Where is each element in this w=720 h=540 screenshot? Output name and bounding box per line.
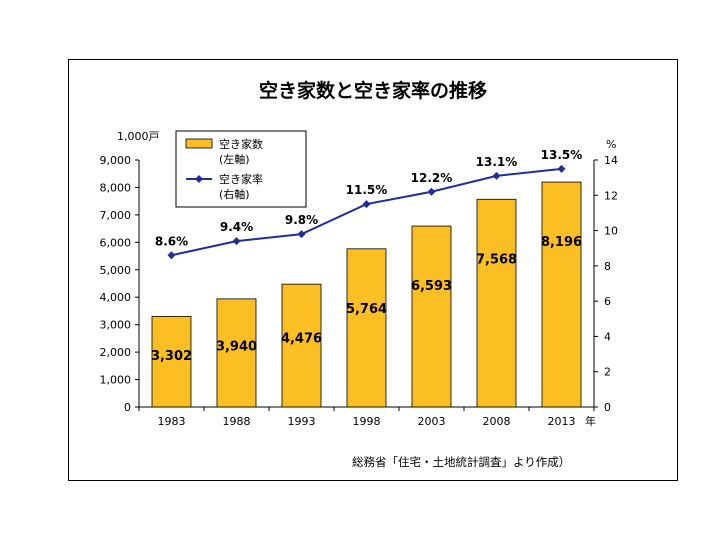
bar-value-label: 8,196	[541, 235, 582, 250]
bar-value-label: 7,568	[476, 252, 517, 267]
right-tick-label: 12	[604, 189, 618, 202]
bar	[216, 298, 257, 408]
bar	[346, 248, 387, 408]
left-tick-label: 5,000	[100, 264, 132, 277]
left-tick-label: 7,000	[100, 209, 132, 222]
x-axis-unit: 年	[585, 414, 596, 428]
bar-value-label: 6,593	[411, 279, 452, 294]
bar	[281, 283, 322, 408]
rate-point	[232, 237, 241, 246]
rate-point	[427, 187, 436, 196]
legend-line-marker	[195, 175, 203, 183]
axes: 0 1,000 2,000 3,000 4,000 5,000 6,000 7,000 8,00…	[100, 154, 619, 428]
x-tick-label: 2013	[548, 415, 576, 428]
rate-point	[362, 200, 371, 209]
left-tick-label: 6,000	[100, 236, 132, 249]
left-tick-label: 4,000	[100, 291, 132, 304]
bar-value-label: 3,940	[216, 340, 257, 355]
bar-value-label: 3,302	[151, 349, 192, 364]
bar	[541, 181, 582, 408]
rate-point-label: 9.8%	[285, 213, 318, 227]
rate-point-label: 12.2%	[411, 171, 453, 185]
right-tick-label: 6	[604, 295, 611, 308]
bar	[476, 198, 517, 408]
rate-point-label: 9.4%	[220, 220, 253, 234]
right-axis-unit: %	[606, 138, 616, 151]
left-tick-label: 2,000	[100, 346, 132, 359]
rate-point	[297, 230, 306, 239]
bars: 3,302 3,940 4,476 5,764 6,593 7,568 8,196	[151, 181, 582, 408]
chart-frame: 空き家数と空き家率の推移 1,000戸 % 年 0 1,000 2,000 3,000…	[68, 59, 678, 481]
rate-point	[557, 164, 566, 173]
rate-point	[492, 171, 501, 180]
legend-line-axis: (右軸)	[219, 187, 250, 201]
right-tick-label: 4	[604, 330, 611, 343]
right-tick-label: 8	[604, 260, 611, 273]
left-axis-unit: 1,000戸	[117, 130, 160, 143]
x-tick-label: 1988	[223, 415, 251, 428]
bar	[151, 315, 192, 408]
source-note: 総務省「住宅・土地統計調査」より作成）	[352, 455, 570, 469]
rate-point-label: 13.1%	[476, 155, 518, 169]
left-tick-label: 9,000	[100, 154, 132, 167]
x-tick-label: 2003	[418, 415, 446, 428]
bar	[411, 225, 452, 408]
legend-line-name: 空き家率	[219, 172, 263, 186]
bar-value-label: 5,764	[346, 302, 387, 317]
right-tick-label: 0	[604, 401, 611, 414]
x-tick-label: 1993	[288, 415, 316, 428]
x-tick-label: 1998	[353, 415, 381, 428]
chart: 空き家数と空き家率の推移 1,000戸 % 年 0 1,000 2,000 3,000…	[100, 79, 619, 469]
rate-point	[167, 251, 176, 260]
right-tick-label: 14	[604, 154, 618, 167]
left-tick-label: 8,000	[100, 181, 132, 194]
chart-title: 空き家数と空き家率の推移	[259, 79, 487, 102]
right-tick-label: 2	[604, 366, 611, 379]
rate-point-label: 8.6%	[155, 234, 188, 248]
right-tick-label: 10	[604, 225, 618, 238]
bar-value-label: 4,476	[281, 331, 322, 346]
legend-bar-axis: (左軸)	[219, 152, 250, 166]
legend-bar-swatch	[185, 138, 213, 149]
x-tick-label: 1983	[158, 415, 186, 428]
legend-bar-name: 空き家数	[219, 137, 263, 151]
rate-line: 8.6% 9.4% 9.8% 11.5% 12.2% 13.1% 13.5%	[155, 148, 583, 260]
left-tick-label: 0	[124, 401, 131, 414]
rate-point-label: 11.5%	[346, 183, 388, 197]
left-tick-label: 3,000	[100, 319, 132, 332]
x-tick-label: 2008	[483, 415, 511, 428]
left-tick-label: 1,000	[100, 374, 132, 387]
rate-point-label: 13.5%	[541, 148, 583, 162]
legend: 空き家数 (左軸) 空き家率 (右軸)	[175, 130, 307, 208]
